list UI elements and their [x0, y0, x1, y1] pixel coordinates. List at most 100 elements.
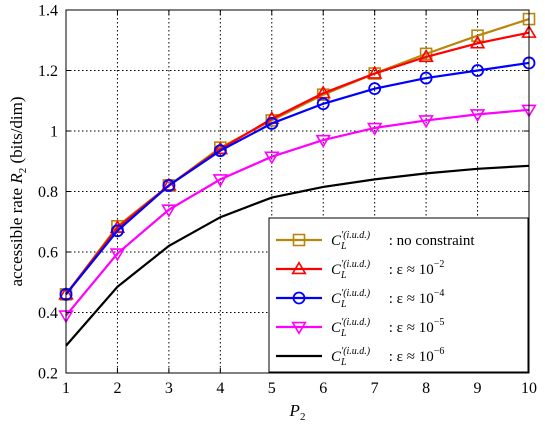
data-point-marker [471, 64, 484, 77]
legend-separator: : [385, 349, 397, 365]
data-point-marker [471, 29, 484, 43]
legend-exponent: −5 [434, 317, 445, 328]
data-point-marker [418, 48, 434, 63]
legend-exponent: −6 [434, 346, 445, 357]
data-point-marker [419, 47, 433, 61]
legend-entry: C′(i.u.d.) L : ε ≈ 10−5 [276, 317, 444, 339]
data-point-marker [316, 97, 330, 111]
data-point-marker [213, 144, 227, 158]
legend-condition: ε ≈ 10 [397, 291, 434, 307]
tick-marks [65, 9, 530, 374]
legend-superscript: ′(i.u.d.) [341, 317, 371, 328]
x-tick-label: 9 [474, 380, 482, 397]
data-point-marker [161, 204, 177, 218]
legend-label: C′(i.u.d.) L : ε ≈ 10−5 [331, 317, 444, 339]
legend-subscript: L [340, 328, 347, 339]
legend-separator: : [385, 291, 397, 307]
x-tick-label: 3 [165, 380, 173, 397]
x-tick-label: 6 [319, 380, 327, 397]
x-axis-title-sub: 2 [300, 411, 306, 423]
y-axis-title-prefix: accessible rate [7, 184, 26, 287]
data-point-marker [292, 233, 306, 247]
legend-condition: ε ≈ 10 [397, 349, 434, 365]
legend-exponent: −2 [434, 259, 445, 270]
legend-label: C′(i.u.d.) L : ε ≈ 10−4 [331, 288, 444, 310]
data-point-marker [291, 321, 307, 335]
legend-subscript: L [340, 299, 347, 310]
legend-condition: ε ≈ 10 [397, 320, 434, 336]
data-point-marker [366, 122, 383, 136]
legend-superscript: ′(i.u.d.) [341, 259, 371, 270]
legend-subscript: L [340, 241, 347, 252]
legend-entry: C′(i.u.d.) L : ε ≈ 10−4 [276, 288, 444, 310]
legend-separator: : [385, 233, 397, 249]
legend-symbol: C [331, 233, 342, 249]
data-point-marker [291, 261, 307, 275]
legend-symbol: C [331, 349, 342, 365]
y-tick-label: 0.8 [38, 184, 58, 201]
y-tick-label: 0.6 [38, 245, 58, 262]
y-tick-label: 1.2 [38, 63, 58, 80]
data-point-marker [292, 291, 306, 305]
y-tick-label: 0.4 [38, 305, 58, 322]
data-point-marker [109, 248, 126, 262]
legend-entry: C′(i.u.d.) L : no constraint [276, 230, 475, 252]
x-tick-label: 8 [422, 380, 430, 397]
data-point-marker [418, 115, 434, 129]
data-point-marker [111, 224, 124, 238]
legend-symbol: C [331, 291, 342, 307]
legend-entry: C′(i.u.d.) L : ε ≈ 10−2 [276, 259, 444, 281]
legend-label: C′(i.u.d.) L : ε ≈ 10−6 [331, 346, 444, 368]
series-5 [65, 164, 530, 347]
legend-label: C′(i.u.d.) L : no constraint [331, 230, 475, 252]
data-point-marker [162, 179, 176, 192]
data-point-marker [315, 134, 331, 148]
y-axis-title-main: R [7, 173, 26, 185]
y-axis-title-sub: 2 [17, 168, 29, 174]
x-tick-label: 7 [371, 380, 379, 397]
legend-box [268, 217, 529, 373]
grid [66, 10, 529, 373]
data-point-marker [264, 151, 280, 165]
legend-separator: : [385, 262, 397, 278]
data-point-marker [366, 65, 383, 79]
data-point-marker [368, 82, 382, 96]
x-axis-title: P2 [289, 401, 306, 423]
x-tick-label: 4 [216, 380, 224, 397]
y-tick-label: 0.2 [38, 366, 58, 383]
legend-label: C′(i.u.d.) L : ε ≈ 10−2 [331, 259, 444, 281]
series-line [65, 108, 530, 317]
legend-series-name: no constraint [397, 233, 476, 249]
y-axis-title: accessible rate R2 (bits/dim) [7, 96, 29, 286]
x-tick-label: 1 [62, 380, 70, 397]
x-axis-title-main: P [289, 401, 300, 420]
data-point-marker [469, 109, 486, 123]
y-tick-label: 1.4 [38, 3, 58, 20]
legend-exponent: −4 [434, 288, 445, 299]
data-point-marker [469, 35, 486, 49]
x-tick-label: 5 [268, 380, 276, 397]
y-tick-labels: 0.2 0.4 0.6 0.8 1 1.2 1.4 [38, 3, 58, 383]
x-tick-label: 2 [113, 380, 121, 397]
y-axis-title-suffix: (bits/dim) [7, 96, 26, 167]
legend-entry: C′(i.u.d.) L : ε ≈ 10−6 [276, 346, 444, 368]
data-point-marker [212, 174, 229, 188]
legend-symbol: C [331, 262, 342, 278]
y-tick-label: 1 [50, 124, 58, 141]
legend-condition: ε ≈ 10 [397, 262, 434, 278]
legend-subscript: L [340, 270, 347, 281]
legend-superscript: ′(i.u.d.) [341, 346, 371, 357]
series-line [65, 31, 530, 296]
legend-subscript: L [340, 357, 347, 368]
data-point-marker [419, 71, 433, 85]
series-line [65, 61, 530, 296]
legend-symbol: C [331, 320, 342, 336]
x-tick-labels: 1 2 3 4 5 6 7 8 9 10 [62, 380, 537, 397]
legend-separator: : [385, 320, 397, 336]
series-line [65, 164, 530, 347]
legend-superscript: ′(i.u.d.) [341, 288, 371, 299]
legend-superscript: ′(i.u.d.) [341, 230, 371, 241]
